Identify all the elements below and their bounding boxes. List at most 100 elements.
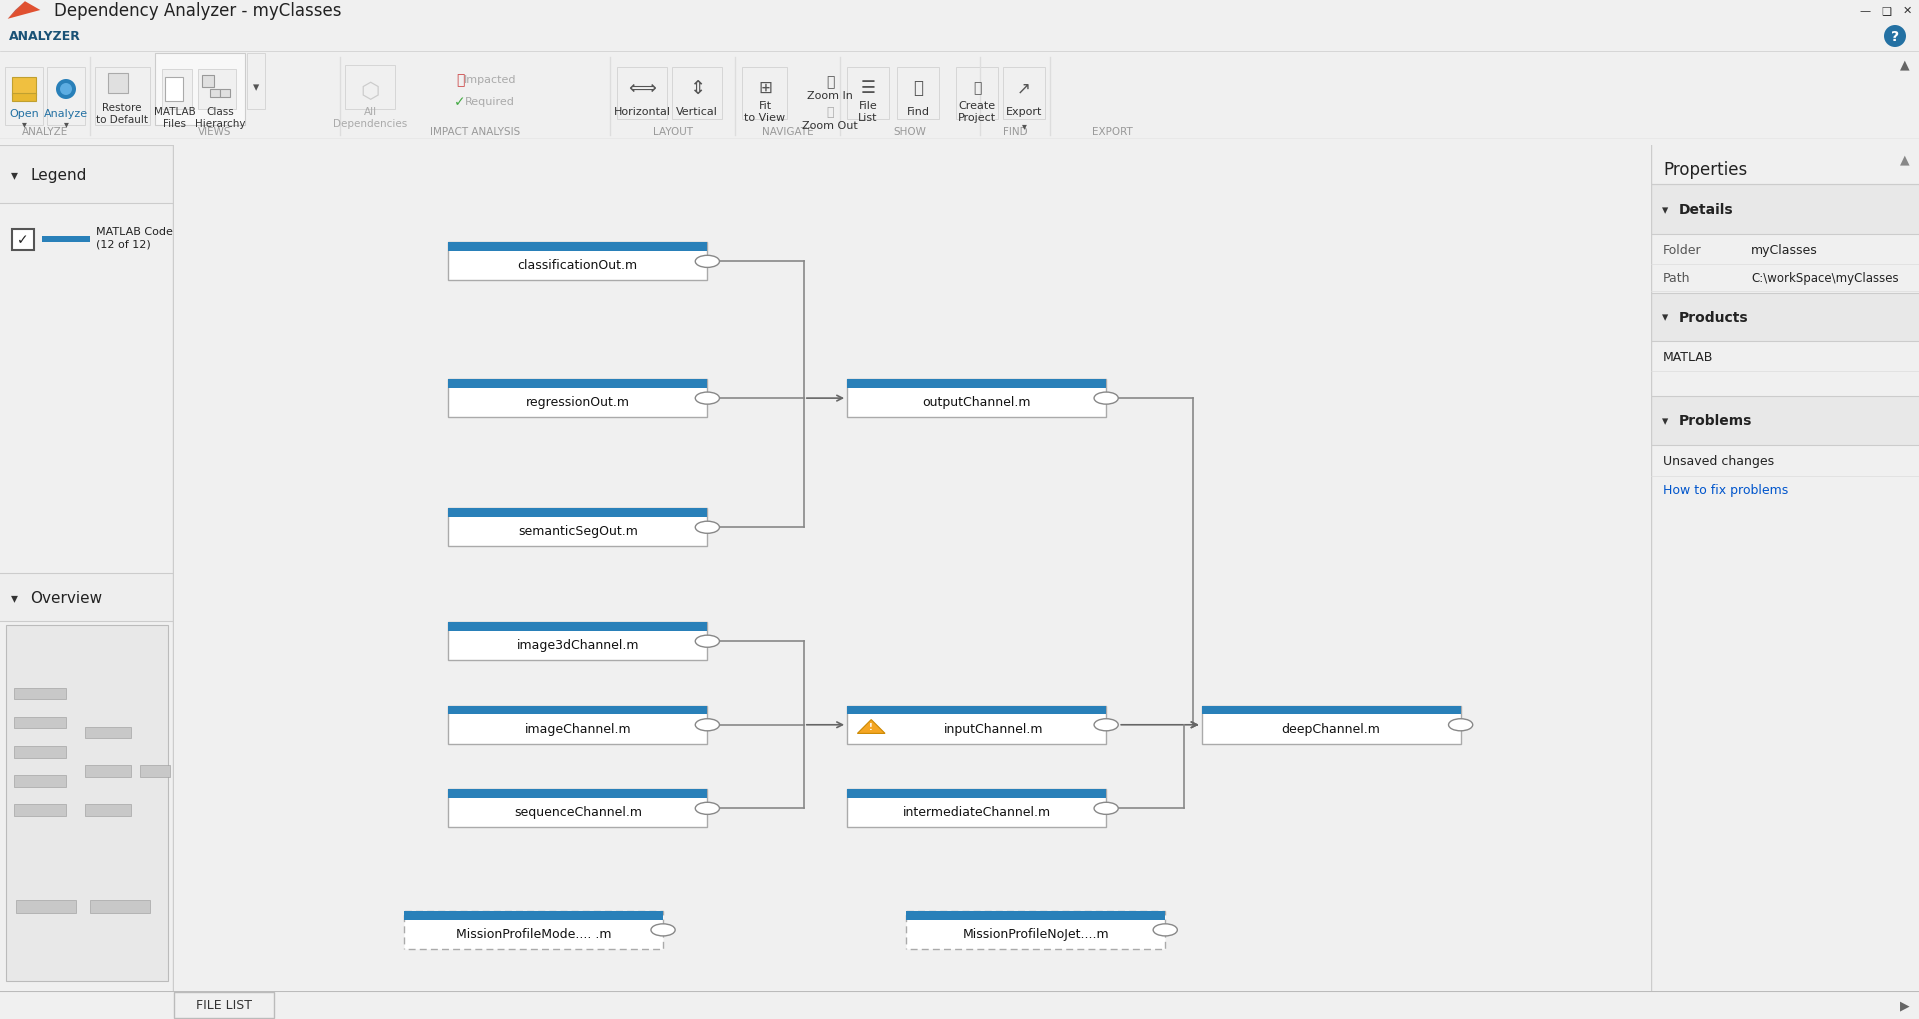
Circle shape xyxy=(695,719,720,731)
Bar xyxy=(896,68,938,120)
Bar xyxy=(449,508,708,547)
Bar xyxy=(449,380,708,388)
Bar xyxy=(1201,706,1460,714)
Text: semanticSegOut.m: semanticSegOut.m xyxy=(518,525,637,538)
Text: How to fix problems: How to fix problems xyxy=(1664,483,1789,496)
Text: ⬡: ⬡ xyxy=(361,82,380,102)
Text: Export: Export xyxy=(1006,107,1042,117)
Circle shape xyxy=(695,636,720,648)
Bar xyxy=(846,790,1105,798)
Bar xyxy=(0,22,90,52)
Circle shape xyxy=(1094,719,1119,731)
Text: Impacted: Impacted xyxy=(464,75,516,85)
Text: Folder: Folder xyxy=(1664,244,1702,257)
Text: ?: ? xyxy=(1890,30,1900,44)
Text: 🔍: 🔍 xyxy=(913,78,923,97)
Text: File
List: File List xyxy=(858,101,877,122)
Circle shape xyxy=(695,256,720,268)
Text: imageChannel.m: imageChannel.m xyxy=(524,722,631,735)
Text: ▾: ▾ xyxy=(63,119,69,128)
Circle shape xyxy=(1153,924,1178,936)
Circle shape xyxy=(1094,392,1119,405)
Bar xyxy=(13,688,65,700)
Bar xyxy=(198,70,236,110)
Text: 🔍: 🔍 xyxy=(827,105,833,118)
Bar xyxy=(449,244,708,281)
Circle shape xyxy=(695,392,720,405)
Bar xyxy=(449,244,708,252)
Text: Open: Open xyxy=(10,109,38,119)
Text: Fit
to View: Fit to View xyxy=(745,101,785,122)
Bar xyxy=(449,380,708,418)
Bar xyxy=(175,993,274,1018)
Bar xyxy=(12,77,36,96)
Text: classificationOut.m: classificationOut.m xyxy=(518,259,637,272)
Bar xyxy=(403,911,664,949)
Bar xyxy=(12,94,36,102)
Bar xyxy=(1004,68,1046,120)
Bar xyxy=(345,66,395,110)
Text: Products: Products xyxy=(1679,311,1748,325)
Text: 🔴: 🔴 xyxy=(457,73,464,87)
Text: ▾: ▾ xyxy=(1021,121,1027,130)
Bar xyxy=(0,574,175,622)
Text: FIND: FIND xyxy=(1004,127,1027,137)
Bar xyxy=(6,626,169,981)
Text: Zoom In: Zoom In xyxy=(808,91,852,101)
Text: ANALYZE: ANALYZE xyxy=(21,127,69,137)
Text: intermediateChannel.m: intermediateChannel.m xyxy=(902,805,1050,818)
Bar xyxy=(6,68,42,126)
Polygon shape xyxy=(8,2,40,19)
Text: Class
Hierarchy: Class Hierarchy xyxy=(194,107,246,128)
Text: SHOW: SHOW xyxy=(894,127,927,137)
Bar xyxy=(107,74,129,94)
Circle shape xyxy=(695,522,720,534)
Text: ⊞: ⊞ xyxy=(758,78,771,97)
Text: 📦: 📦 xyxy=(973,81,981,95)
Text: deepChannel.m: deepChannel.m xyxy=(1282,722,1380,735)
Text: ▲: ▲ xyxy=(1900,58,1909,71)
Text: !: ! xyxy=(869,722,873,732)
Bar xyxy=(155,54,246,126)
Bar xyxy=(42,237,90,243)
Bar xyxy=(84,727,130,739)
Text: sequenceChannel.m: sequenceChannel.m xyxy=(514,805,641,818)
Text: ANALYZER: ANALYZER xyxy=(10,31,81,44)
Text: Overview: Overview xyxy=(31,590,102,605)
Circle shape xyxy=(59,84,73,96)
Text: regressionOut.m: regressionOut.m xyxy=(526,395,629,409)
Bar xyxy=(84,765,130,777)
Bar xyxy=(13,775,65,787)
Bar xyxy=(846,790,1105,827)
Text: Dependency Analyzer - myClasses: Dependency Analyzer - myClasses xyxy=(54,2,342,20)
Polygon shape xyxy=(8,2,25,19)
Text: Find: Find xyxy=(906,107,929,117)
Text: C:\workSpace\myClasses: C:\workSpace\myClasses xyxy=(1750,271,1898,284)
Bar xyxy=(1650,293,1919,342)
Text: ▾: ▾ xyxy=(1662,312,1668,324)
Bar xyxy=(15,900,77,913)
Text: MATLAB: MATLAB xyxy=(1664,351,1714,363)
Circle shape xyxy=(1449,719,1472,731)
Text: ▾: ▾ xyxy=(10,168,17,182)
Bar xyxy=(403,911,664,919)
Text: Analyze: Analyze xyxy=(44,109,88,119)
Bar xyxy=(46,68,84,126)
Bar xyxy=(209,90,221,98)
Circle shape xyxy=(1884,25,1906,48)
Text: IMPACT ANALYSIS: IMPACT ANALYSIS xyxy=(430,127,520,137)
Bar xyxy=(906,911,1165,919)
Text: MATLAB
Files: MATLAB Files xyxy=(154,107,196,128)
Bar xyxy=(90,900,150,913)
Text: ▾: ▾ xyxy=(10,591,17,604)
Bar xyxy=(12,229,35,251)
Bar xyxy=(449,508,708,518)
Text: Required: Required xyxy=(464,97,514,107)
Bar xyxy=(906,911,1165,949)
Bar xyxy=(846,380,1105,418)
Bar xyxy=(13,717,65,729)
Bar xyxy=(96,68,150,126)
Circle shape xyxy=(695,803,720,814)
Text: Problems: Problems xyxy=(1679,414,1752,428)
Circle shape xyxy=(651,924,675,936)
